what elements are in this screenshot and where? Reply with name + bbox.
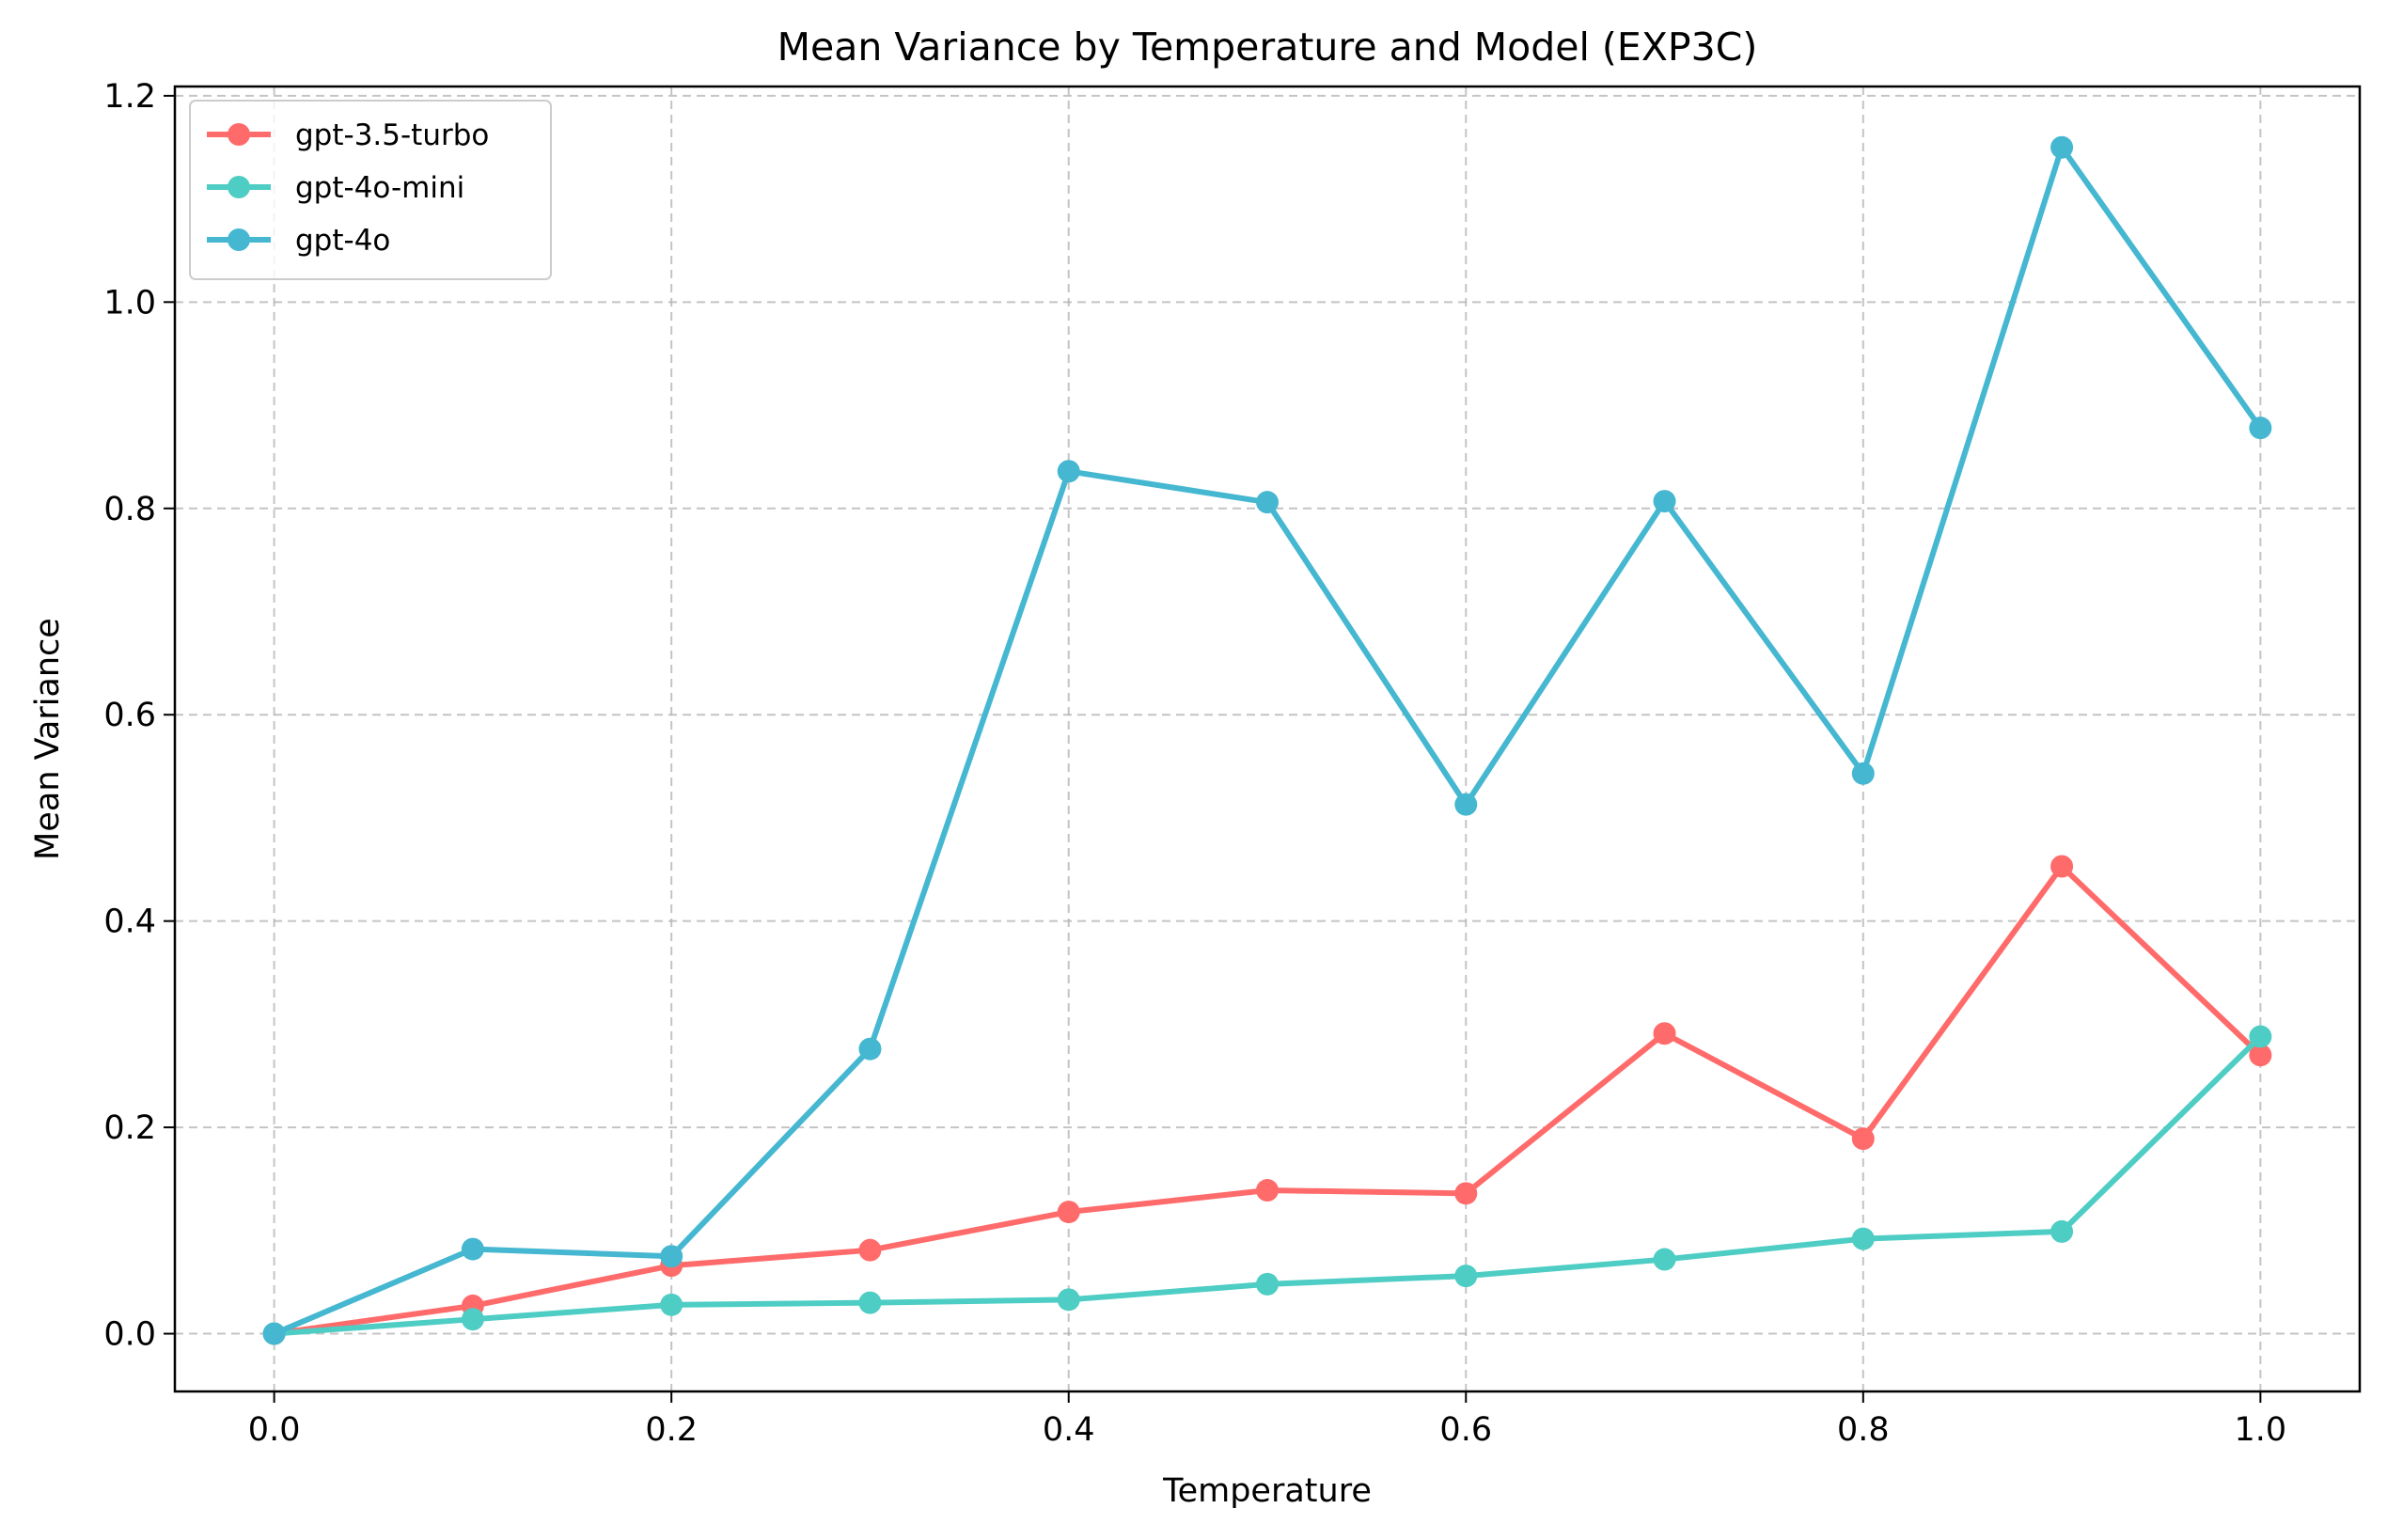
data-point-gpt-4o <box>1256 491 1279 514</box>
x-tick-label: 0.6 <box>1439 1411 1492 1449</box>
x-tick-label: 0.0 <box>248 1411 301 1449</box>
y-tick-label: 0.8 <box>103 491 156 528</box>
data-point-gpt-4o-mini <box>1256 1272 1279 1296</box>
data-point-gpt-4o <box>1454 793 1478 816</box>
x-tick-label: 0.4 <box>1043 1411 1095 1449</box>
data-point-gpt-3-5-turbo <box>1851 1127 1875 1151</box>
y-axis-label: Mean Variance <box>29 618 67 860</box>
y-tick-label: 1.0 <box>103 284 156 322</box>
data-point-gpt-3-5-turbo <box>2050 855 2074 878</box>
x-tick-label: 1.0 <box>2235 1411 2287 1449</box>
legend-marker <box>228 228 250 251</box>
plot-frame <box>173 85 2362 1393</box>
data-point-gpt-4o-mini <box>1057 1288 1080 1312</box>
x-tick-label: 0.8 <box>1837 1411 1890 1449</box>
series-gpt-4o <box>262 135 2272 1345</box>
data-point-gpt-4o-mini <box>2050 1219 2074 1243</box>
data-point-gpt-4o <box>461 1237 484 1261</box>
legend-marker <box>228 123 250 146</box>
legend-box <box>189 100 552 280</box>
data-point-gpt-3-5-turbo <box>2249 1044 2272 1067</box>
data-point-gpt-4o-mini <box>2249 1025 2272 1048</box>
data-point-gpt-4o <box>262 1322 286 1345</box>
legend-label: gpt-3.5-turbo <box>295 118 489 152</box>
data-point-gpt-4o-mini <box>1454 1265 1478 1288</box>
axis-ticks: 0.0 0.2 0.4 0.6 0.8 1.0 0.0 0.2 0.4 0.6 0.8 1.0 1.2 <box>103 78 2286 1449</box>
data-point-gpt-4o <box>660 1245 683 1268</box>
data-point-gpt-3-5-turbo <box>1653 1022 1676 1045</box>
legend-item-gpt-4o: gpt-4o <box>207 224 390 258</box>
data-point-gpt-4o <box>2249 416 2272 440</box>
legend-label: gpt-4o-mini <box>295 171 464 205</box>
data-point-gpt-3-5-turbo <box>1454 1182 1478 1205</box>
data-point-gpt-4o-mini <box>1653 1248 1676 1271</box>
chart-title: Mean Variance by Temperature and Model (… <box>777 24 1758 70</box>
data-point-gpt-3-5-turbo <box>858 1238 882 1262</box>
data-point-gpt-4o-mini <box>858 1291 882 1314</box>
x-tick-label: 0.2 <box>645 1411 698 1449</box>
data-point-gpt-4o <box>858 1037 882 1061</box>
data-point-gpt-3-5-turbo <box>1256 1179 1279 1202</box>
series-gpt-4o-mini <box>262 1025 2272 1345</box>
data-point-gpt-4o-mini <box>1851 1227 1875 1250</box>
legend-item-gpt-3-5-turbo: gpt-3.5-turbo <box>207 118 489 152</box>
legend-marker <box>228 176 250 198</box>
y-tick-label: 0.6 <box>103 697 156 734</box>
data-point-gpt-4o <box>2050 135 2074 159</box>
legend-label: gpt-4o <box>295 224 390 258</box>
data-point-gpt-4o <box>1851 762 1875 785</box>
legend-item-gpt-4o-mini: gpt-4o-mini <box>207 171 464 205</box>
data-point-gpt-4o <box>1057 460 1080 483</box>
y-tick-label: 0.0 <box>103 1316 156 1354</box>
data-point-gpt-4o <box>1653 490 1676 513</box>
y-tick-label: 1.2 <box>103 78 156 116</box>
y-tick-label: 0.2 <box>103 1109 156 1147</box>
data-point-gpt-3-5-turbo <box>1057 1201 1080 1224</box>
grid-lines <box>175 86 2360 1391</box>
data-point-gpt-4o-mini <box>461 1308 484 1331</box>
legend: gpt-3.5-turbo gpt-4o-mini gpt-4o <box>189 100 552 280</box>
data-point-gpt-4o-mini <box>660 1293 683 1316</box>
series-lines <box>262 135 2272 1345</box>
y-tick-label: 0.4 <box>103 904 156 941</box>
x-axis-label: Temperature <box>1162 1472 1372 1510</box>
